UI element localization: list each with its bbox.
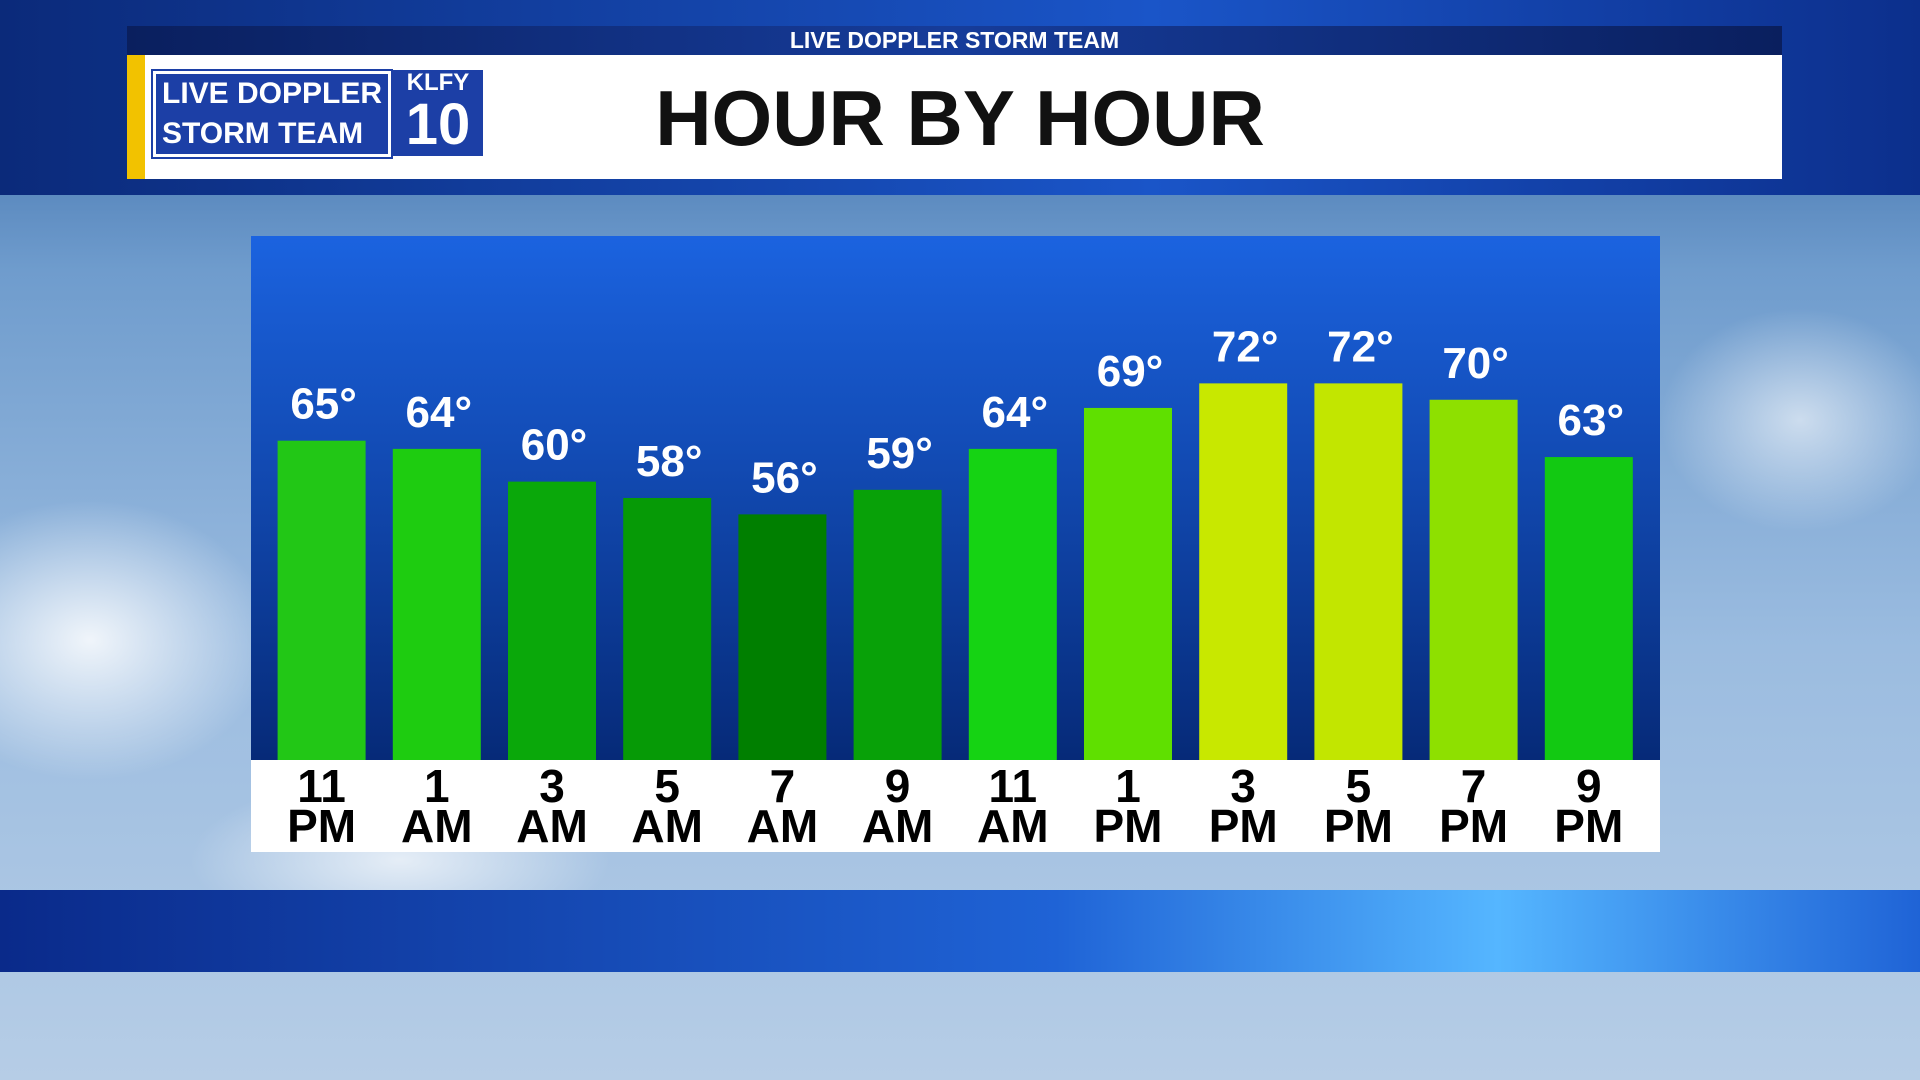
bar: [277, 440, 366, 760]
value-label: 60°: [521, 421, 588, 470]
station-call: KLFY: [406, 69, 470, 96]
bar: [968, 448, 1057, 760]
x-tick-label: 1 AM: [401, 760, 473, 852]
plot-area: [251, 236, 1660, 760]
value-label: 70°: [1442, 339, 1509, 388]
x-tick-label: 7 PM: [1439, 760, 1509, 852]
station-logo: KLFY 10: [393, 70, 483, 156]
bar: [1314, 383, 1403, 760]
banner: LIVE DOPPLER STORM TEAM: [127, 26, 1782, 55]
bar: [1084, 407, 1172, 760]
x-tick-label: 11 AM: [977, 760, 1049, 852]
logo: LIVE DOPPLER STORM TEAM: [151, 69, 393, 159]
value-label: 72°: [1212, 322, 1279, 371]
x-tick-label: 5 PM: [1323, 760, 1393, 852]
bar: [508, 481, 596, 760]
value-label: 72°: [1327, 322, 1394, 371]
x-tick-label: 3 AM: [516, 760, 588, 852]
value-label: 56°: [751, 453, 818, 502]
value-label: 58°: [636, 437, 703, 486]
lower-band: [0, 890, 1920, 972]
bar: [1544, 457, 1633, 760]
value-label: 65°: [290, 380, 357, 429]
logo-line: LIVE DOPPLER: [162, 77, 383, 110]
bar: [738, 514, 827, 760]
bar: [853, 489, 942, 760]
value-label: 59°: [866, 429, 933, 478]
x-tick-label: 5 AM: [631, 760, 703, 852]
x-tick-label: 7 AM: [746, 760, 819, 852]
bar: [392, 448, 481, 760]
chart-title: HOUR BY HOUR: [655, 74, 1265, 162]
value-label: 64°: [406, 388, 473, 437]
x-tick-label: 3 PM: [1208, 760, 1278, 852]
x-tick-label: 9 AM: [861, 760, 934, 852]
logo-line: STORM TEAM: [162, 117, 364, 150]
bar: [1429, 399, 1518, 760]
value-label: 69°: [1097, 347, 1164, 396]
value-label: 64°: [982, 388, 1049, 437]
value-label: 63°: [1558, 396, 1625, 445]
x-tick-label: 9 PM: [1554, 760, 1624, 852]
bar: [1199, 383, 1288, 760]
x-tick-label: 1 PM: [1093, 760, 1163, 852]
bar: [623, 498, 712, 760]
channel: 10: [405, 92, 471, 157]
x-tick-label: 11 PM: [287, 760, 357, 852]
label-strip: [251, 760, 1660, 852]
